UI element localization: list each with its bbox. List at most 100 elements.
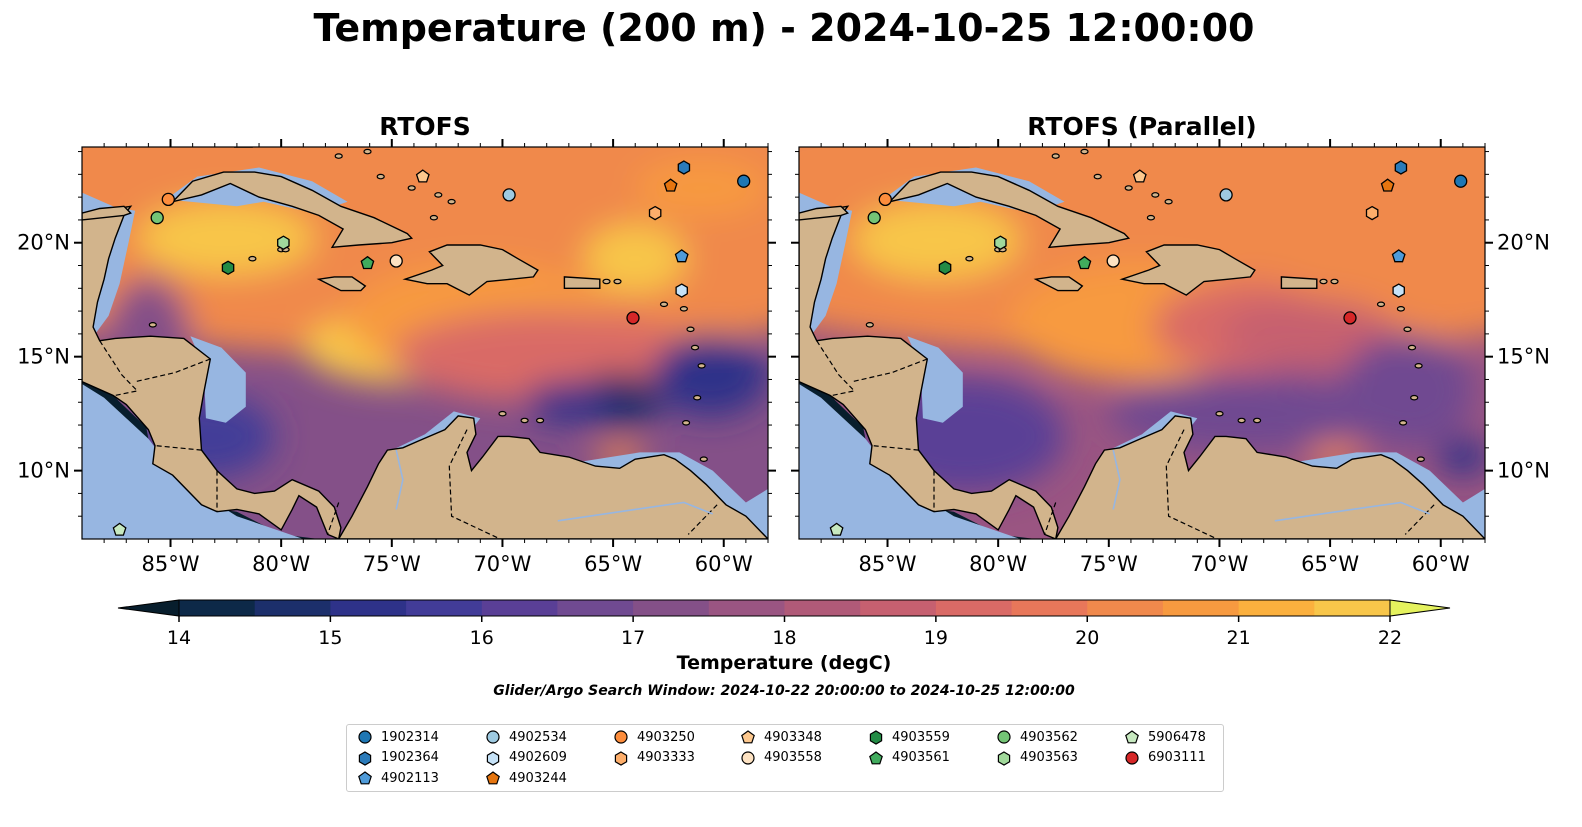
temperature-region (1341, 333, 1474, 448)
island (434, 192, 443, 198)
legend-label: 4903562 (1020, 729, 1078, 745)
legend-marker-circle-icon (997, 730, 1011, 744)
country-border (1404, 504, 1435, 535)
float-marker-4903333 (648, 205, 662, 221)
x-tick-label: 80°W (969, 552, 1027, 576)
legend-item: 4902534 (485, 727, 567, 747)
float-marker-4902113 (1391, 249, 1406, 263)
y-tick-label: 15°N (1497, 345, 1550, 369)
land-centralAmerica (82, 205, 342, 539)
island (1414, 362, 1423, 369)
x-tick-label: 75°W (363, 552, 421, 576)
legend-label: 4902609 (509, 750, 567, 765)
float-marker-4903559 (221, 260, 235, 276)
island (1376, 301, 1386, 308)
legend-marker-pentagon-icon (741, 730, 755, 744)
x-tick-label: 65°W (1301, 552, 1359, 576)
country-border (687, 504, 718, 535)
country-border (327, 502, 340, 535)
country-border (816, 340, 856, 396)
land-hispaniola (402, 244, 539, 296)
float-marker-4903250 (878, 192, 892, 207)
colorbar-segment (1087, 600, 1164, 616)
legend-item: 4902113 (357, 768, 439, 788)
map-rtofs (82, 147, 768, 539)
y-tick-label: 20°N (17, 231, 70, 255)
colorbar-segment (935, 600, 1013, 616)
legend-marker-circle-icon (486, 730, 500, 744)
colorbar-extend-low (117, 599, 180, 617)
island (1215, 410, 1224, 417)
colorbar-tick-label: 20 (1075, 627, 1099, 649)
island (602, 278, 611, 285)
shallow-water-mask (799, 384, 1021, 539)
colorbar-extend-high (1389, 599, 1451, 617)
legend-marker-hexagon-icon (614, 750, 628, 766)
x-tick-label: 75°W (1080, 552, 1138, 576)
country-border (99, 340, 139, 396)
island (1398, 419, 1408, 426)
island (1080, 148, 1089, 155)
temperature-region (852, 201, 1021, 280)
country-border (134, 358, 211, 383)
island (965, 255, 974, 262)
legend-marker-circle-icon (1125, 750, 1139, 765)
colorbar-segment (481, 600, 559, 616)
island (1403, 326, 1412, 333)
legend-item: 5906478 (1124, 727, 1206, 747)
float-marker-4902113 (674, 249, 689, 263)
river (557, 501, 713, 522)
island (498, 410, 507, 417)
colorbar-segment (330, 600, 407, 616)
land-puertoRico (563, 276, 601, 289)
colorbar-segment (708, 600, 786, 616)
float-marker-4902609 (675, 283, 688, 298)
colorbar-tick-label: 14 (167, 627, 191, 649)
legend-marker-circle-icon (358, 730, 372, 744)
island (1051, 153, 1060, 159)
legend-item: 4903562 (996, 727, 1078, 747)
island (1410, 394, 1419, 401)
legend-marker-circle-icon (741, 750, 755, 765)
temperature-region (635, 160, 768, 216)
island (613, 278, 622, 285)
island (697, 362, 706, 369)
float-marker-4903563 (994, 235, 1007, 250)
float-marker-4903559 (938, 260, 952, 276)
island (679, 305, 689, 312)
y-tick-label: 20°N (1497, 231, 1550, 255)
legend-marker-hexagon-icon (358, 750, 372, 766)
legend-label: 4903563 (1020, 750, 1078, 765)
river (1274, 501, 1430, 522)
float-marker-4903333 (1365, 205, 1379, 221)
y-tick-label: 10°N (17, 459, 70, 483)
temperature-region (137, 201, 315, 275)
legend-marker-hexagon-icon (486, 750, 500, 766)
country-border (1044, 502, 1057, 535)
river (395, 449, 404, 510)
float-marker-1902314 (1454, 174, 1468, 188)
map-frame (81, 146, 769, 540)
temperature-region (1436, 438, 1485, 476)
float-marker-1902364 (1394, 160, 1408, 175)
river (1112, 449, 1121, 510)
legend-label: 4903348 (764, 729, 822, 745)
x-tick-label: 70°W (473, 552, 531, 576)
float-marker-4902534 (502, 188, 516, 202)
float-marker-1902364 (677, 160, 691, 175)
island (1093, 173, 1102, 180)
colorbar-segment (784, 600, 861, 616)
colorbar-tick-label: 22 (1378, 627, 1402, 649)
land-hispaniola (1119, 244, 1256, 296)
colorbar-segment (557, 600, 634, 616)
colorbar-tick-label: 18 (772, 627, 796, 649)
legend-item: 4903558 (740, 748, 822, 768)
colorbar-segment (179, 600, 256, 616)
figure-title: Temperature (200 m) - 2024-10-25 12:00:0… (313, 6, 1255, 50)
island (407, 185, 416, 191)
legend-item: 4903244 (485, 768, 567, 788)
float-marker-4903348 (1132, 169, 1147, 183)
land-centralAmerica (799, 205, 1059, 539)
